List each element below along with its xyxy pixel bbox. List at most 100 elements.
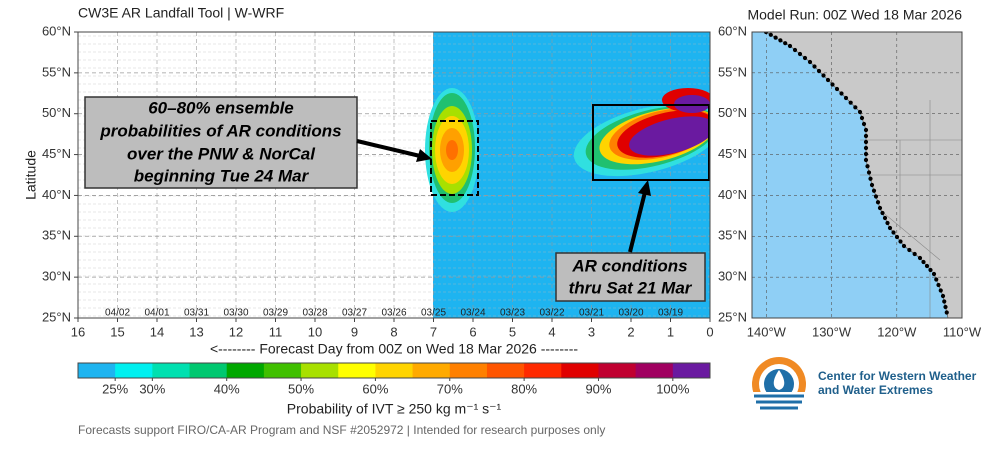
x-tick-label: 16 [71,324,85,339]
date-label: 03/21 [579,308,604,319]
annotation-box [555,252,706,302]
annotation: 60–80% ensemble probabilities of AR cond… [84,96,706,302]
x-axis-label: <-------- Forecast Day from 00Z on Wed 1… [210,341,578,357]
colorbar-tick-label: 100% [656,381,690,396]
coast-point [773,35,778,40]
coast-point [830,82,835,87]
coast-point [875,200,881,205]
map-y-tick-label: 55°N [718,64,747,79]
y-axis-label: Latitude [23,150,39,200]
gulf [928,262,946,318]
colorbar-tick-label: 60% [362,381,388,396]
coast-point [863,151,869,157]
coast-point [869,182,875,188]
colorbar-tick-label: 70% [437,381,463,396]
coast-point [921,259,926,265]
model-run: Model Run: 00Z Wed 18 Mar 2026 [747,7,962,23]
date-label: 04/01 [144,308,169,319]
date-label: 03/30 [223,308,248,319]
coast-point [868,176,873,181]
coast-point [944,310,949,315]
coast-point [783,41,788,46]
x-tick-label: 2 [627,324,634,339]
forecast-panel [77,31,711,319]
coast-point [880,210,885,216]
field-contour [446,140,458,160]
colorbar-tick-label: 80% [511,381,537,396]
map-frame [751,31,963,319]
coast-point [792,47,798,53]
colorbar-segment [226,363,265,378]
colorbar-segment [412,363,451,378]
coast-point [894,234,900,240]
coast-point [816,68,822,74]
coast-point [885,220,890,226]
colorbar-segment [115,363,153,378]
colorbar-frame [77,362,711,379]
date-label: 03/31 [184,308,209,319]
coast-point [912,251,917,257]
colorbar-segment [152,363,191,378]
map-y-tick-label: 50°N [718,105,747,120]
date-label: 03/23 [500,308,525,319]
colorbar: 25% 30% 40% 50% 60% 70% 80% 90% 100% [77,362,711,396]
coast-point [863,145,869,151]
x-tick-label: 4 [548,324,555,339]
colorbar-tick-label: 90% [585,381,611,396]
map-x-tick-label: 130°W [812,324,852,339]
colorbar-segment [486,363,525,378]
annotation-text: thru Sat 21 Mar [569,278,693,297]
map-y-tick-label: 60°N [718,23,747,38]
date-label: 03/28 [302,308,327,319]
coast-point [839,91,844,96]
chart-title: CW3E AR Landfall Tool | W-WRF [78,5,284,21]
coast-point [882,215,888,221]
coast-point [857,109,863,115]
annotation-text: over the PNW & NorCal [127,144,316,163]
colorbar-tick-label: 40% [214,381,240,396]
colorbar-segment [561,363,599,378]
x-tick-label: 8 [390,324,397,339]
coast-point [863,133,869,139]
date-label: 03/22 [539,308,564,319]
annotation-text: AR conditions [571,256,687,275]
footer: Forecasts support FIRO/CA-AR Program and… [78,423,605,437]
coast-point [936,282,941,288]
logo-waves [754,394,804,410]
colorbar-segment [598,363,637,378]
y-tick-label: 60°N [42,23,71,38]
coast-point [934,277,939,282]
x-tick-label: 6 [469,324,476,339]
date-label: 04/02 [105,308,130,319]
colorbar-label: Probability of IVT ≥ 250 kg m⁻¹ s⁻¹ [287,401,502,417]
colorbar-tick-label: 30% [139,381,165,396]
coast-point [768,32,773,37]
coast-point [843,95,849,101]
annotation-text: beginning Tue 24 Mar [134,166,310,185]
coast-point [887,225,893,231]
coast-point [863,139,869,145]
coast-point [871,188,877,193]
coast-point [942,299,947,304]
x-tick-label: 13 [189,324,203,339]
y-tick-label: 40°N [42,187,71,202]
coast-point [943,304,948,310]
y-tick-label: 30°N [42,269,71,284]
colorbar-segment [375,363,414,378]
x-tick-label: 5 [509,324,516,339]
date-label: 03/29 [263,308,288,319]
colorbar-segment [78,363,116,378]
logo-text: and Water Extremes [818,383,933,397]
coast-point [928,267,933,273]
coast-point [863,157,869,163]
highlight-box [592,104,710,181]
arrow-head [638,180,651,196]
annotation-text: 60–80% ensemble [148,98,294,117]
date-label: 03/24 [460,308,485,319]
arrow [356,139,421,158]
x-tick-label: 12 [229,324,243,339]
grid [752,32,962,318]
logo-drop [773,370,785,390]
coast-point [940,293,946,299]
